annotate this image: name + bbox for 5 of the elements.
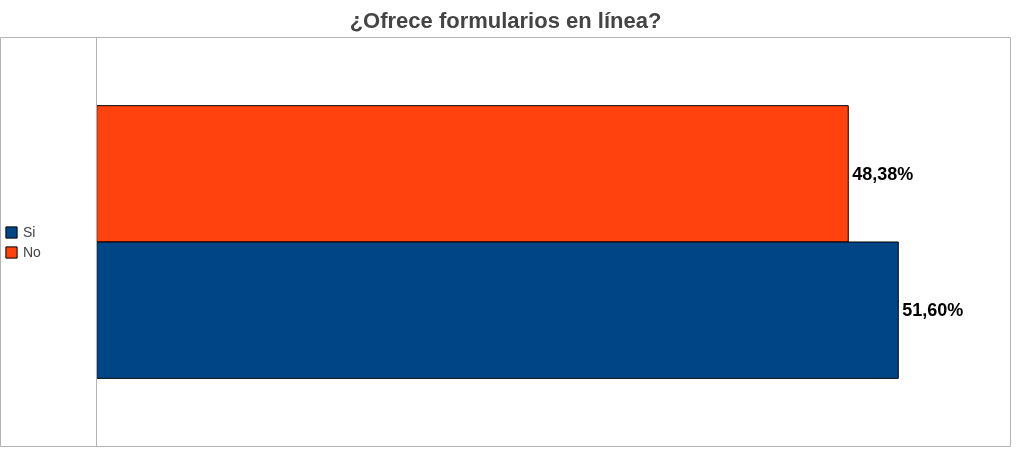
chart-title: ¿Ofrece formularios en línea? (349, 7, 662, 33)
legend-label: No (23, 243, 42, 260)
data-label: 48,38% (852, 163, 914, 184)
data-label: 51,60% (902, 300, 964, 321)
legend-label: Si (23, 223, 37, 240)
